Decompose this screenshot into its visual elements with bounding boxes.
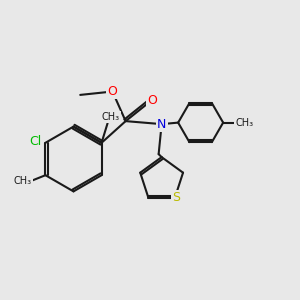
Text: O: O: [148, 94, 158, 106]
Text: CH₃: CH₃: [235, 118, 253, 128]
Text: CH₃: CH₃: [101, 112, 120, 122]
Text: N: N: [157, 118, 166, 130]
Text: S: S: [172, 191, 180, 204]
Text: CH₃: CH₃: [14, 176, 32, 186]
Text: O: O: [107, 85, 117, 98]
Text: Cl: Cl: [29, 135, 41, 148]
